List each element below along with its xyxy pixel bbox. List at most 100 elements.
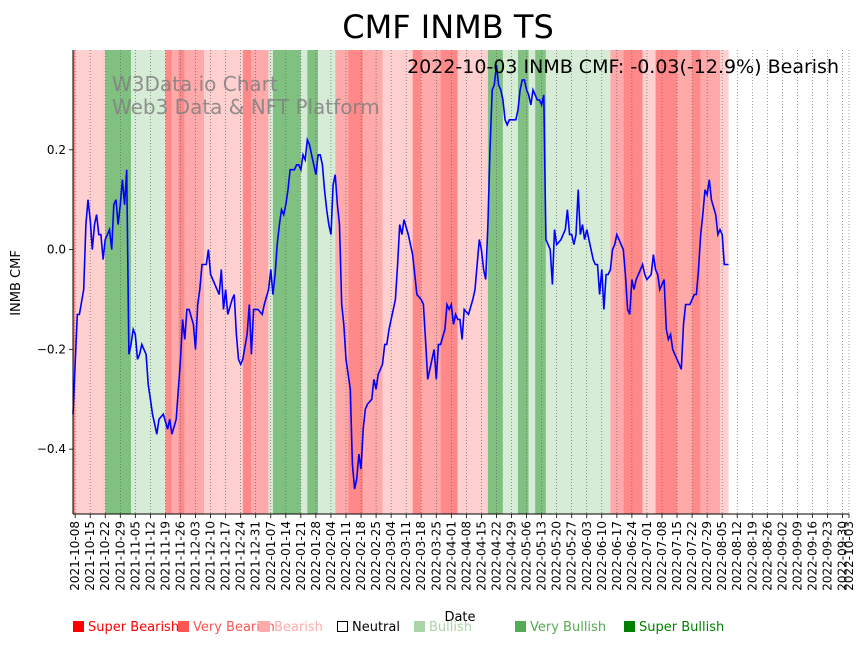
regime-band-23 xyxy=(382,50,413,514)
regime-band-5 xyxy=(137,50,147,514)
x-tick-label: 2021-11-12 xyxy=(143,521,157,591)
x-axis-label: Date xyxy=(444,610,475,625)
x-tick-label: 2021-12-31 xyxy=(249,521,263,591)
x-tick-label: 2021-10-29 xyxy=(113,521,127,591)
regime-band-34 xyxy=(545,50,557,514)
x-tick-label: 2021-11-19 xyxy=(158,521,172,591)
x-tick-label: 2022-02-25 xyxy=(369,521,383,591)
x-tick-label: 2022-05-20 xyxy=(550,521,564,591)
axes xyxy=(72,50,849,515)
x-tick-label: 2021-11-26 xyxy=(173,521,187,591)
legend-item: Super Bearish xyxy=(73,620,179,635)
x-tick-label: 2022-07-01 xyxy=(640,521,654,591)
regime-band-19 xyxy=(318,50,336,514)
x-tick-label: 2022-03-04 xyxy=(384,521,398,591)
regime-band-4 xyxy=(131,50,138,514)
regime-band-25 xyxy=(421,50,441,514)
x-tick-label: 2021-10-08 xyxy=(68,521,82,591)
x-tick-label: 2022-02-18 xyxy=(354,521,368,591)
x-tick-label: 2022-04-01 xyxy=(444,521,458,591)
regime-band-7 xyxy=(165,50,172,514)
regime-band-29 xyxy=(487,50,503,514)
x-ticks: 2021-10-08 2021-10-15 2021-10-22 2021-10-29… xyxy=(68,514,856,591)
legend-swatch xyxy=(414,621,425,632)
x-tick-label: 2021-10-15 xyxy=(83,521,97,591)
x-tick-label: 2022-02-11 xyxy=(339,521,353,591)
regime-band-41 xyxy=(692,50,701,514)
x-tick-label: 2022-06-03 xyxy=(580,521,594,591)
legend-swatch xyxy=(178,621,189,632)
series-line xyxy=(72,64,729,490)
x-tick-label: 2022-03-25 xyxy=(429,521,443,591)
regime-band-21 xyxy=(348,50,364,514)
watermark-line: W3Data.io Chart xyxy=(112,72,278,96)
y-tick-label: 0.2 xyxy=(47,143,66,157)
y-tick-label: −0.4 xyxy=(37,442,66,456)
x-tick-label: 2022-05-06 xyxy=(520,521,534,591)
regime-band-38 xyxy=(642,50,656,514)
legend-swatch xyxy=(515,621,526,632)
legend-label: Bullish xyxy=(429,620,473,635)
legend-label: Super Bearish xyxy=(88,620,180,635)
x-tick-label: 2022-10-03 xyxy=(842,521,856,591)
y-ticks: −0.4 −0.2 0.0 0.2 xyxy=(37,143,73,456)
x-tick-label: 2022-05-27 xyxy=(565,521,579,591)
regime-band-11 xyxy=(204,50,220,514)
x-tick-label: 2022-07-22 xyxy=(685,521,699,591)
regime-band-9 xyxy=(178,50,185,514)
x-tick-label: 2022-07-15 xyxy=(670,521,684,591)
legend-swatch xyxy=(337,621,348,632)
regime-band-0 xyxy=(73,50,76,514)
x-tick-label: 2022-07-08 xyxy=(655,521,669,591)
legend-label: Bearish xyxy=(274,620,323,635)
legend-item: Very Bullish xyxy=(515,620,606,635)
x-tick-label: 2021-12-24 xyxy=(234,521,248,591)
regime-band-16 xyxy=(272,50,301,514)
legend-item: Super Bullish xyxy=(624,620,724,635)
regime-band-26 xyxy=(440,50,458,514)
x-tick-label: 2022-04-22 xyxy=(489,521,503,591)
chart-title: CMF INMB TS xyxy=(342,8,554,46)
x-tick-label: 2022-08-26 xyxy=(760,521,774,591)
x-tick-label: 2022-02-04 xyxy=(324,521,338,591)
x-tick-label: 2022-09-16 xyxy=(805,521,819,591)
x-tick-label: 2022-04-29 xyxy=(505,521,519,591)
x-tick-label: 2022-04-15 xyxy=(474,521,488,591)
x-tick-label: 2022-09-23 xyxy=(821,521,835,591)
x-tick-label: 2021-11-05 xyxy=(128,521,142,591)
legend-swatch xyxy=(259,621,270,632)
regime-band-40 xyxy=(677,50,693,514)
regime-band-22 xyxy=(363,50,383,514)
x-tick-label: 2022-09-30 xyxy=(836,521,850,591)
legend-item: Bearish xyxy=(259,620,323,635)
regime-band-13 xyxy=(242,50,252,514)
regime-band-8 xyxy=(171,50,179,514)
x-tick-label: 2022-06-10 xyxy=(595,521,609,591)
regime-band-31 xyxy=(517,50,529,514)
regime-band-12 xyxy=(219,50,243,514)
legend-label: Neutral xyxy=(352,620,400,635)
x-tick-label: 2022-06-24 xyxy=(625,521,639,591)
y-tick-label: −0.2 xyxy=(37,342,66,356)
x-tick-label: 2022-08-05 xyxy=(715,521,729,591)
x-tick-label: 2022-09-02 xyxy=(775,521,789,591)
regime-band-17 xyxy=(300,50,308,514)
regime-band-18 xyxy=(307,50,319,514)
regime-band-39 xyxy=(655,50,678,514)
legend-swatch xyxy=(624,621,635,632)
x-tick-label: 2022-01-14 xyxy=(279,521,293,591)
legend-label: Very Bullish xyxy=(530,620,607,635)
y-tick-label: 0.0 xyxy=(47,243,66,257)
x-tick-label: 2022-07-29 xyxy=(700,521,714,591)
legend-item: Very Bearish xyxy=(178,620,275,635)
regime-bands xyxy=(73,50,729,514)
legend-label: Super Bullish xyxy=(639,620,725,635)
x-tick-label: 2022-05-13 xyxy=(535,521,549,591)
y-axis-label: INMB CMF xyxy=(9,250,24,316)
regime-band-2 xyxy=(105,50,110,514)
x-tick-label: 2021-12-10 xyxy=(204,521,218,591)
watermark-line: Web3 Data & NFT Platform xyxy=(112,95,380,119)
regime-band-10 xyxy=(184,50,205,514)
x-tick-label: 2022-09-09 xyxy=(790,521,804,591)
x-tick-label: 2022-08-12 xyxy=(730,521,744,591)
